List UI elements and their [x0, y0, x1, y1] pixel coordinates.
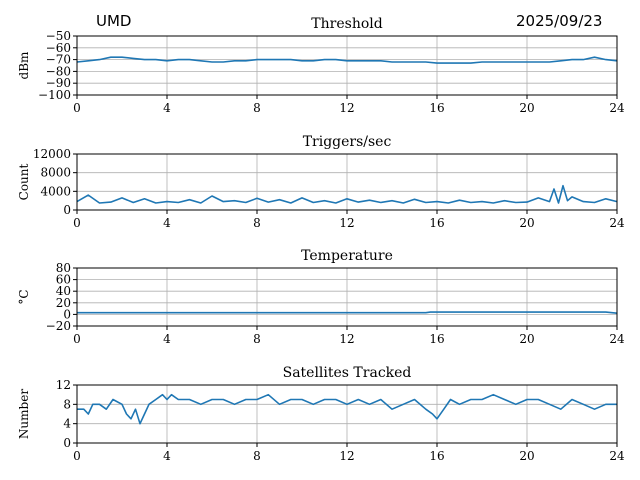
y-tick-label: 0 [63, 307, 71, 321]
y-tick-label: 12000 [33, 147, 71, 161]
y-tick-label: 8000 [40, 166, 71, 180]
y-tick-label: −50 [46, 29, 71, 43]
x-tick-label: 20 [519, 332, 534, 346]
x-tick-label: 16 [429, 101, 444, 115]
series-line-2-0 [77, 311, 618, 314]
x-tick-label: 20 [519, 449, 534, 463]
y-tick-label: −80 [46, 64, 71, 78]
y-tick-label: 0 [63, 203, 71, 217]
y-axis-label: Count [17, 163, 31, 200]
series-line-1-0 [76, 184, 618, 204]
x-tick-label: 20 [519, 101, 534, 115]
x-tick-label: 8 [253, 101, 261, 115]
x-tick-label: 24 [609, 101, 625, 115]
x-tick-label: 8 [253, 449, 261, 463]
x-tick-label: 0 [73, 449, 81, 463]
y-tick-label: 20 [56, 296, 71, 310]
y-axis-label: Number [17, 389, 31, 439]
y-tick-label: 4000 [40, 184, 71, 198]
y-tick-label: 80 [56, 261, 71, 275]
series-line-3-0 [77, 393, 617, 425]
x-tick-label: 16 [429, 216, 444, 230]
x-tick-label: 8 [253, 216, 261, 230]
y-tick-label: 4 [63, 417, 71, 431]
x-tick-label: 0 [73, 332, 81, 346]
x-tick-label: 24 [609, 216, 625, 230]
x-tick-label: 12 [339, 216, 354, 230]
x-tick-label: 4 [163, 216, 171, 230]
x-tick-label: 8 [253, 332, 261, 346]
x-tick-label: 0 [73, 216, 81, 230]
y-tick-label: −70 [46, 53, 71, 67]
x-tick-label: 4 [163, 449, 171, 463]
y-tick-label: −100 [38, 88, 71, 102]
y-tick-label: 8 [63, 397, 71, 411]
x-tick-label: 24 [609, 332, 625, 346]
x-tick-label: 12 [339, 332, 354, 346]
header-date-label: 2025/09/23 [516, 12, 603, 30]
x-tick-label: 4 [163, 332, 171, 346]
chart-title: Temperature [301, 248, 393, 264]
header-site-label: UMD [96, 12, 132, 30]
y-tick-label: 0 [63, 436, 71, 450]
x-tick-label: 16 [429, 332, 444, 346]
x-tick-label: 24 [609, 449, 625, 463]
y-axis-label: °C [17, 289, 31, 304]
y-tick-label: 12 [56, 378, 71, 392]
y-tick-label: −20 [46, 319, 71, 333]
y-tick-label: 40 [56, 284, 71, 298]
y-tick-label: −60 [46, 41, 71, 55]
chart-title: Satellites Tracked [283, 365, 412, 381]
x-tick-label: 4 [163, 101, 171, 115]
x-tick-label: 12 [339, 101, 354, 115]
y-axis-label: dBm [17, 51, 31, 80]
x-tick-label: 0 [73, 101, 81, 115]
series-line-0-0 [76, 56, 618, 64]
y-tick-label: −90 [46, 76, 71, 90]
x-tick-label: 20 [519, 216, 534, 230]
chart-title: Threshold [311, 16, 382, 32]
x-tick-label: 12 [339, 449, 354, 463]
x-tick-label: 16 [429, 449, 444, 463]
chart-title: Triggers/sec [303, 134, 392, 150]
y-tick-label: 60 [56, 273, 71, 287]
